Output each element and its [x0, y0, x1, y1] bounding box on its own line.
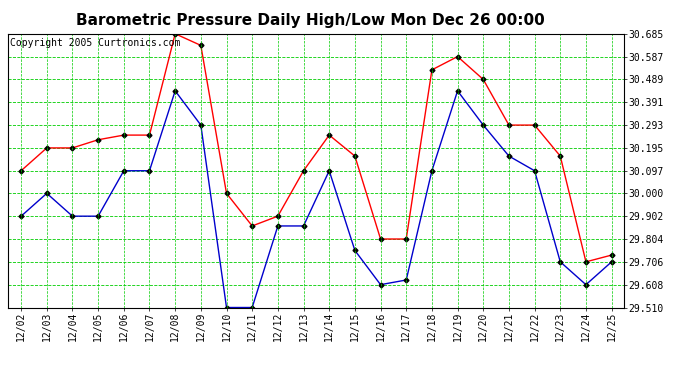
Text: Barometric Pressure Daily High/Low Mon Dec 26 00:00: Barometric Pressure Daily High/Low Mon D…	[76, 13, 545, 28]
Text: Copyright 2005 Curtronics.com: Copyright 2005 Curtronics.com	[10, 38, 180, 48]
